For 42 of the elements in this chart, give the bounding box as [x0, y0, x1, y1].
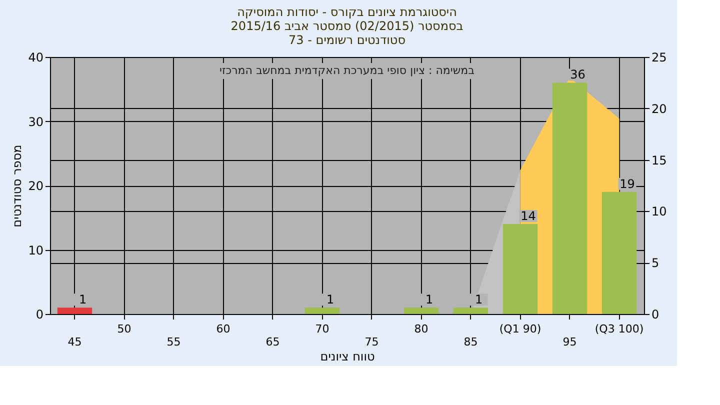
- x-tick-label: 60: [216, 322, 230, 336]
- x-tick-label: 85: [464, 336, 478, 348]
- y2-tick-label: 10: [652, 204, 667, 219]
- data-label: 1: [78, 292, 87, 307]
- bar: [57, 308, 92, 314]
- x-tick-label: 75: [364, 336, 379, 348]
- x-tick-label: 45: [68, 336, 82, 348]
- bar: [552, 82, 588, 314]
- y2-tick-label: 15: [652, 153, 667, 168]
- y-axis-title: מספר סטודנטים: [10, 144, 24, 228]
- bar: [404, 308, 439, 314]
- data-label: 14: [520, 209, 536, 224]
- data-label: 19: [620, 176, 635, 191]
- bar: [304, 308, 340, 314]
- x-tick-label: (Q1 90): [499, 322, 542, 336]
- y-tick-label: 30: [28, 114, 44, 129]
- x-tick-label: (Q3 100): [594, 322, 644, 336]
- y-tick-label: 10: [28, 243, 44, 258]
- y2-tick-label: 20: [652, 102, 667, 116]
- x-tick-label: 65: [266, 336, 280, 348]
- text: היסטוגרמת ציונים בקורס - יסודות המוסיקה: [237, 5, 457, 19]
- data-label: 1: [326, 292, 334, 307]
- x-tick-label: 95: [562, 336, 577, 348]
- x-tick-label: 70: [315, 322, 330, 336]
- data-label: 1: [474, 292, 483, 307]
- x-tick-label: 55: [166, 336, 181, 348]
- data-label: 36: [570, 68, 586, 82]
- bar: [602, 192, 637, 314]
- text: בסמסטר (02/2015) סמסטר אביב 2015/16: [230, 19, 464, 33]
- y-tick-label: 20: [28, 179, 44, 193]
- y2-tick-label: 25: [652, 50, 667, 64]
- data-label: 1: [425, 292, 434, 307]
- y-tick-label: 0: [36, 308, 44, 322]
- text: סטודנטים רשומים - 73: [288, 33, 406, 47]
- x-tick-label: 80: [414, 322, 428, 336]
- y-tick-label: 40: [28, 50, 44, 64]
- y2-tick-label: 5: [652, 256, 660, 270]
- y2-tick-label: 0: [652, 308, 660, 322]
- bar: [453, 308, 488, 314]
- x-tick-label: 50: [117, 322, 132, 336]
- x-axis-title: טווח ציונים: [320, 350, 375, 364]
- annotation: במשימה : ציון סופי במערכת האקדמית במחשב המרכזי: [220, 64, 474, 77]
